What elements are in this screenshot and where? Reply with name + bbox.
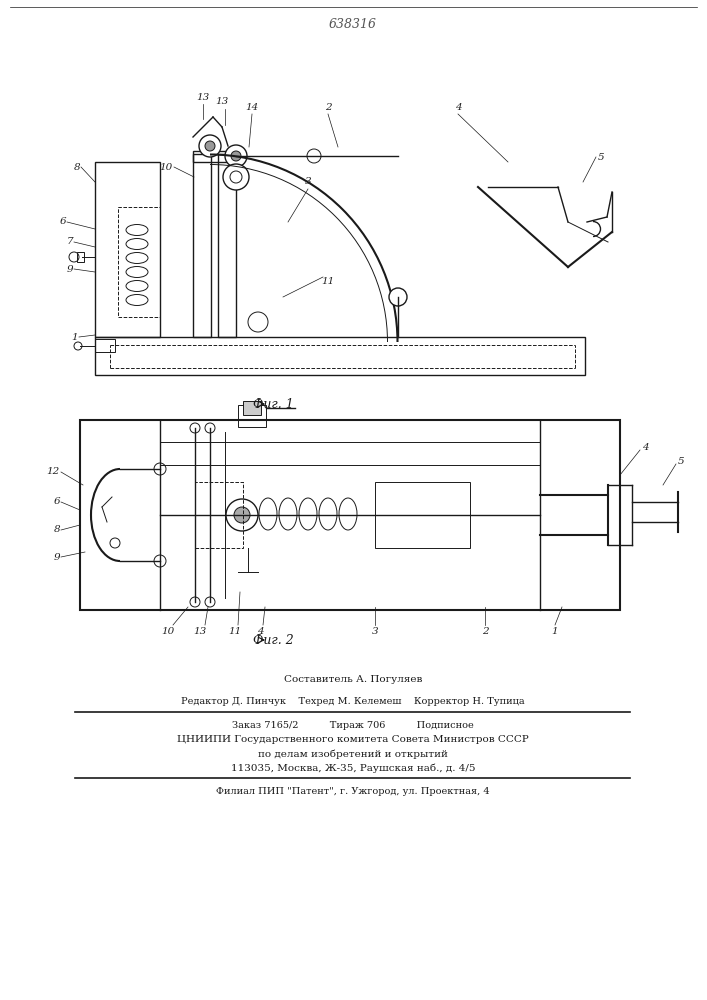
Text: 9: 9	[66, 264, 73, 273]
Bar	[95, 162, 160, 337]
Bar	[218, 154, 236, 337]
Text: ЦНИИПИ Государственного комитета Совета Министров СССР: ЦНИИПИ Государственного комитета Совета …	[177, 736, 529, 744]
Circle shape	[223, 164, 249, 190]
Text: 4: 4	[455, 103, 461, 111]
Text: 6: 6	[59, 218, 66, 227]
Text: Фиг. 2: Фиг. 2	[252, 634, 293, 647]
Circle shape	[205, 141, 215, 151]
Text: 2: 2	[481, 628, 489, 637]
Text: 1: 1	[551, 628, 559, 637]
Circle shape	[248, 312, 268, 332]
Text: 5: 5	[598, 152, 604, 161]
Text: 8: 8	[53, 526, 60, 534]
Text: 14: 14	[245, 103, 259, 111]
Text: 5: 5	[678, 458, 684, 466]
Bar	[80, 420, 620, 610]
Bar	[243, 401, 261, 415]
Text: 10: 10	[161, 628, 175, 637]
Circle shape	[225, 145, 247, 167]
Text: 113035, Москва, Ж-35, Раушская наб., д. 4/5: 113035, Москва, Ж-35, Раушская наб., д. …	[230, 763, 475, 773]
Text: 10: 10	[160, 162, 173, 172]
Circle shape	[226, 499, 258, 531]
Circle shape	[307, 149, 321, 163]
Text: 11: 11	[322, 277, 334, 286]
Circle shape	[199, 135, 221, 157]
Bar	[95, 337, 585, 375]
Text: 4: 4	[257, 628, 263, 637]
Text: 9: 9	[53, 552, 60, 562]
Text: Редактор Д. Пинчук    Техред М. Келемеш    Корректор Н. Тупица: Редактор Д. Пинчук Техред М. Келемеш Кор…	[181, 698, 525, 706]
Text: 13: 13	[194, 628, 206, 637]
Text: 1: 1	[71, 332, 78, 342]
Text: 3: 3	[372, 628, 378, 637]
Text: 8: 8	[74, 162, 80, 172]
Bar	[193, 151, 236, 162]
Text: 638316: 638316	[329, 18, 377, 31]
Text: 2: 2	[325, 103, 332, 111]
Bar	[77, 252, 84, 262]
Text: 11: 11	[228, 628, 242, 637]
Text: Филиал ПИП "Патент", г. Ужгород, ул. Проектная, 4: Филиал ПИП "Патент", г. Ужгород, ул. Про…	[216, 788, 490, 796]
Text: 13: 13	[197, 93, 209, 102]
Bar	[118, 207, 160, 317]
Bar	[238, 405, 266, 427]
Text: 13: 13	[216, 98, 228, 106]
Circle shape	[231, 151, 241, 161]
Bar	[193, 154, 211, 337]
Bar	[195, 482, 243, 548]
Circle shape	[234, 507, 250, 523]
Text: 6: 6	[53, 497, 60, 506]
Circle shape	[389, 288, 407, 306]
Text: Фиг. 1: Фиг. 1	[252, 397, 293, 410]
Text: Заказ 7165/2          Тираж 706          Подписное: Заказ 7165/2 Тираж 706 Подписное	[232, 720, 474, 730]
Text: 3: 3	[305, 178, 311, 186]
Text: по делам изобретений и открытий: по делам изобретений и открытий	[258, 749, 448, 759]
Text: 7: 7	[66, 237, 73, 246]
Bar	[160, 420, 540, 465]
Bar	[375, 482, 470, 548]
Text: 12: 12	[47, 468, 60, 477]
Text: Составитель А. Погуляев: Составитель А. Погуляев	[284, 676, 422, 684]
Text: 4: 4	[642, 444, 648, 452]
Bar	[95, 339, 115, 352]
